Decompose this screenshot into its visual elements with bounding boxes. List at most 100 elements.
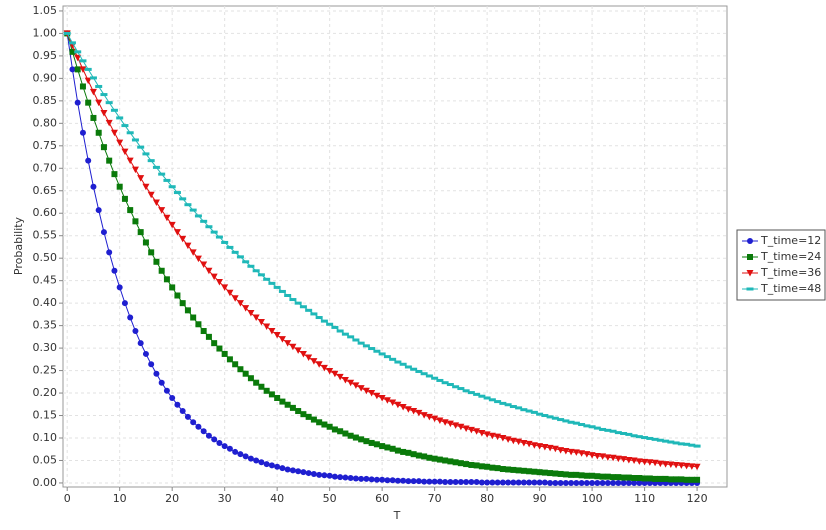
marker [672, 461, 680, 469]
marker [646, 436, 654, 440]
marker [137, 229, 144, 236]
marker [589, 472, 596, 479]
marker [499, 466, 506, 473]
marker [263, 323, 271, 331]
series [63, 31, 701, 448]
marker [127, 314, 134, 321]
marker [284, 340, 292, 347]
marker [667, 476, 674, 483]
marker [484, 479, 491, 486]
x-axis-label: T [393, 509, 401, 522]
marker [536, 479, 543, 486]
marker [342, 430, 349, 437]
marker [326, 423, 333, 430]
marker [415, 409, 423, 417]
marker [636, 475, 643, 482]
marker [688, 443, 696, 447]
marker [153, 258, 160, 265]
marker [599, 453, 607, 460]
marker [326, 472, 333, 479]
marker [467, 426, 475, 434]
marker [578, 472, 585, 479]
marker [452, 459, 459, 466]
y-tick-label: 0.35 [33, 319, 58, 332]
marker [656, 438, 664, 442]
marker [625, 457, 633, 464]
marker [294, 301, 302, 305]
marker [258, 383, 265, 390]
marker [452, 479, 459, 486]
marker [100, 109, 108, 117]
marker [683, 442, 691, 446]
marker [452, 385, 460, 389]
marker [573, 471, 580, 478]
marker [630, 434, 638, 438]
marker [541, 479, 548, 486]
marker [305, 470, 312, 477]
y-tick-label: 0.85 [33, 94, 58, 107]
marker [295, 408, 302, 415]
marker [127, 207, 134, 214]
marker [588, 452, 596, 459]
marker [363, 475, 370, 482]
marker [237, 366, 244, 373]
plot-area [62, 5, 728, 488]
marker [273, 285, 281, 289]
x-tick-label: 90 [533, 492, 547, 505]
marker [132, 328, 139, 335]
marker [79, 59, 87, 63]
marker [515, 406, 523, 410]
marker [651, 459, 659, 467]
marker [200, 328, 207, 335]
marker [494, 400, 502, 404]
marker [462, 425, 470, 433]
marker [189, 249, 197, 256]
marker [84, 67, 92, 71]
marker [667, 440, 675, 444]
marker [420, 372, 428, 376]
marker [85, 157, 92, 164]
marker [74, 54, 82, 62]
marker [106, 157, 113, 164]
marker [289, 467, 296, 474]
y-tick-label: 1.00 [33, 26, 58, 39]
marker [168, 185, 176, 189]
marker [305, 413, 312, 420]
marker [126, 157, 134, 165]
marker [747, 238, 753, 244]
y-tick-label: 0.45 [33, 274, 58, 287]
marker [672, 441, 680, 445]
marker [515, 438, 523, 446]
marker [132, 218, 139, 225]
marker [195, 423, 202, 430]
marker [694, 476, 701, 483]
marker [384, 477, 391, 484]
marker [163, 276, 170, 283]
marker [268, 281, 276, 285]
marker [95, 129, 102, 136]
marker [441, 381, 449, 385]
marker [274, 463, 281, 470]
marker [505, 479, 512, 486]
marker [667, 461, 675, 469]
marker [541, 414, 549, 418]
marker [557, 447, 565, 454]
marker [342, 474, 349, 481]
y-tick-label: 0.30 [33, 341, 58, 354]
marker [331, 473, 338, 480]
marker [447, 479, 454, 486]
marker [210, 230, 218, 234]
marker [205, 432, 212, 439]
marker [179, 300, 186, 307]
marker [168, 221, 176, 229]
marker [562, 471, 569, 478]
marker [478, 430, 486, 437]
marker [100, 144, 107, 151]
marker [504, 436, 512, 443]
marker [231, 250, 239, 254]
marker [520, 408, 528, 412]
marker [557, 418, 565, 422]
marker [268, 462, 275, 469]
marker [389, 399, 397, 406]
